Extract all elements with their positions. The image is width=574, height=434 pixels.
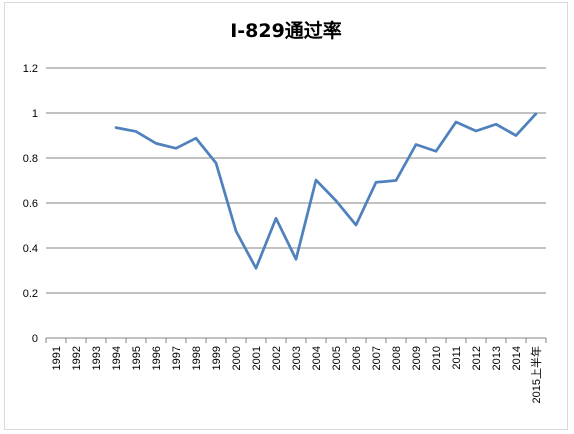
x-tick-label: 2011 <box>451 346 463 370</box>
x-tick-labels: 1991 1992 1993 1994 1995 1996 1997 1998 1999 2000… <box>51 346 543 403</box>
x-tick-label: 2007 <box>371 346 383 370</box>
x-tick-label: 1995 <box>131 346 143 370</box>
x-tick-label: 1994 <box>111 346 123 370</box>
x-tick-label: 1991 <box>51 346 63 370</box>
y-tick-label: 0.2 <box>23 288 38 300</box>
y-tick-label: 0.8 <box>23 153 38 165</box>
x-tick-label: 2002 <box>271 346 283 370</box>
gridlines <box>46 67 546 294</box>
x-tick-label: 2005 <box>331 346 343 370</box>
x-tick-label: 1997 <box>171 346 183 370</box>
y-tick-label: 0 <box>32 333 38 345</box>
x-tick-label: 1996 <box>151 346 163 370</box>
x-tick-label: 2012 <box>471 346 483 370</box>
x-tick-label: 2006 <box>351 346 363 370</box>
chart-title: I-829通过率 <box>230 19 342 42</box>
x-tick-label: 2013 <box>491 346 503 370</box>
x-tick-label: 2003 <box>291 346 303 370</box>
series-line <box>114 112 538 270</box>
y-tick-labels: 0 0.2 0.4 0.6 0.8 1 1.2 <box>23 63 38 345</box>
x-tick-label: 2010 <box>431 346 443 370</box>
y-tick-label: 1 <box>32 108 38 120</box>
x-tick-label: 2015上半年 <box>529 346 543 403</box>
series-line-group <box>114 112 538 270</box>
y-tick-label: 0.6 <box>23 198 38 210</box>
x-tick-label: 2001 <box>251 346 263 370</box>
chart-frame <box>4 2 568 430</box>
x-tick-label: 2014 <box>511 346 523 370</box>
x-tick-label: 1999 <box>211 346 223 370</box>
x-tick-label: 2009 <box>411 346 423 370</box>
x-tick-label: 2008 <box>391 346 403 370</box>
x-tick-label: 1992 <box>71 346 83 370</box>
x-tick-label: 2004 <box>311 346 323 370</box>
x-tick-label: 1998 <box>191 346 203 370</box>
y-tick-label: 1.2 <box>23 63 38 75</box>
x-tick-label: 1993 <box>91 346 103 370</box>
x-tick-label: 2000 <box>231 346 243 370</box>
x-axis <box>45 337 547 343</box>
y-tick-label: 0.4 <box>23 243 38 255</box>
